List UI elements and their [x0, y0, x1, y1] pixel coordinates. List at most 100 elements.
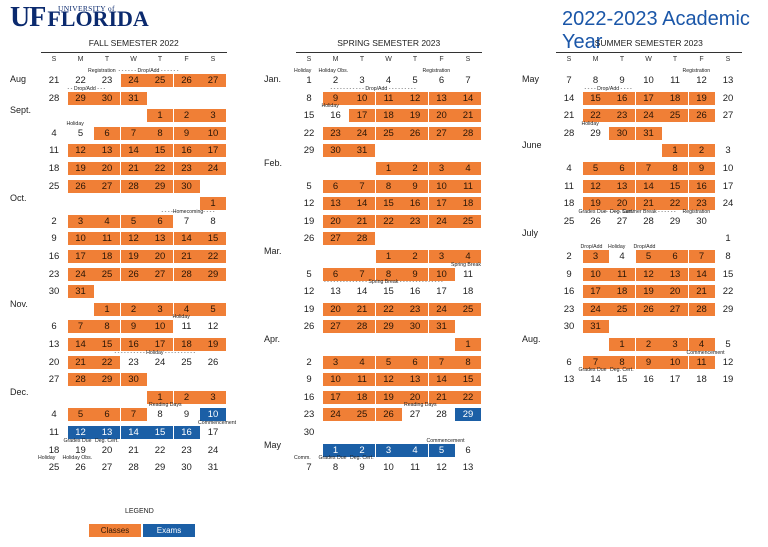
calendar-day: 3: [725, 145, 731, 157]
calendar-note: - - - - Drop/Add - - - -: [584, 85, 632, 92]
month-label: Nov.: [10, 298, 28, 309]
calendar-day: 13: [563, 374, 575, 386]
class-day: 4: [688, 338, 715, 351]
class-day: 23: [173, 162, 200, 175]
calendar-day: 17: [207, 427, 219, 438]
month-label: May: [264, 439, 282, 450]
calendar-note: - - - - - - - - - - - Drop/Add - - - - -…: [330, 85, 416, 92]
class-day: 24: [428, 214, 455, 228]
class-day: 17: [200, 144, 226, 158]
class-day: 20: [662, 285, 688, 299]
calendar-day: 6: [566, 356, 572, 368]
class-day: 22: [147, 162, 173, 175]
calendar-day: 25: [48, 462, 60, 474]
logo-florida: FLORIDA: [47, 6, 149, 31]
class-day: 13: [428, 91, 455, 105]
class-day: 22: [200, 250, 226, 263]
calendar-day: 18: [563, 198, 575, 210]
class-day: 15: [455, 373, 481, 387]
logo-uf: UF: [10, 2, 46, 33]
calendar-note: Holiday Obs.: [62, 455, 93, 462]
class-day: 28: [349, 232, 375, 246]
class-day: 14: [428, 373, 455, 387]
month-label: Oct.: [10, 193, 27, 204]
class-day: 7: [688, 250, 715, 263]
class-day: 20: [402, 390, 428, 404]
class-day: 18: [173, 338, 200, 351]
class-day: 18: [662, 91, 688, 105]
class-day: 21: [349, 302, 375, 316]
class-day: 29: [375, 320, 402, 334]
calendar-note: Reading Days: [149, 402, 182, 409]
class-day: 14: [635, 179, 662, 193]
calendar-day: 18: [48, 163, 60, 174]
weekday-header: S: [725, 56, 731, 63]
class-day: 8: [147, 126, 173, 140]
class-day: 6: [662, 250, 688, 263]
class-day: 26: [635, 302, 662, 316]
class-day: 14: [120, 144, 147, 158]
class-day: 15: [375, 197, 402, 211]
exam-day: 14: [120, 426, 147, 439]
class-day: 25: [375, 126, 402, 140]
class-day: 21: [688, 285, 715, 299]
class-day: 18: [609, 285, 635, 299]
class-day: 12: [402, 91, 428, 105]
calendar-day: 27: [101, 462, 113, 474]
class-day: 10: [147, 320, 173, 334]
exam-day: 2: [349, 443, 375, 457]
class-day: 21: [173, 250, 200, 263]
calendar-day: 10: [643, 75, 654, 86]
class-day: 25: [455, 302, 481, 316]
calendar-note: Deg. Cert.: [610, 208, 634, 215]
calendar-day: 12: [722, 356, 734, 368]
calendar-day: 28: [436, 409, 447, 421]
calendar-note: Comm.: [294, 455, 311, 462]
calendar-day: 23: [303, 409, 315, 421]
calendar-note: - - - - - - Summer Break - - - - - -: [603, 208, 676, 215]
class-day: 25: [662, 109, 688, 123]
calendar-day: 18: [696, 374, 707, 386]
class-day: 24: [349, 126, 375, 140]
class-day: 15: [200, 232, 226, 246]
class-day: 2: [173, 109, 200, 123]
class-day: 10: [662, 355, 688, 369]
class-day: 5: [635, 250, 662, 263]
calendar-day: 25: [48, 180, 60, 192]
class-day: 1: [662, 144, 688, 158]
legend-title: LEGEND: [125, 508, 154, 515]
class-day: 30: [94, 91, 120, 105]
class-day: 16: [173, 144, 200, 158]
calendar-day: 28: [643, 215, 654, 227]
class-day: 24: [120, 74, 147, 87]
calendar-day: 30: [563, 321, 575, 333]
class-day: 14: [349, 197, 375, 211]
class-day: 18: [94, 250, 120, 263]
calendar-day: 16: [330, 110, 341, 122]
class-day: 4: [455, 250, 481, 263]
class-day: 24: [322, 408, 349, 422]
class-day: 20: [94, 162, 120, 175]
calendar-day: 15: [616, 374, 628, 386]
class-day: 1: [200, 197, 226, 211]
calendar-day: 20: [101, 444, 113, 456]
weekday-header: T: [672, 56, 678, 63]
calendar-day: 19: [303, 215, 315, 227]
calendar-day: 30: [303, 427, 315, 438]
class-day: 11: [455, 179, 481, 193]
calendar-day: 16: [563, 286, 575, 298]
calendar-day: 12: [436, 462, 447, 474]
class-day: 15: [147, 144, 173, 158]
calendar-note: Holiday: [294, 68, 312, 74]
calendar-day: 2: [51, 215, 57, 227]
weekday-header: F: [439, 56, 444, 63]
class-day: 6: [402, 355, 428, 369]
calendar-day: 27: [616, 215, 628, 227]
class-day: 3: [200, 109, 226, 123]
class-day: 23: [609, 109, 635, 123]
class-day: 7: [428, 355, 455, 369]
class-day: 20: [322, 302, 349, 316]
calendar-day: 8: [332, 462, 339, 474]
class-day: 9: [402, 179, 428, 193]
calendar-day: 21: [563, 110, 575, 122]
